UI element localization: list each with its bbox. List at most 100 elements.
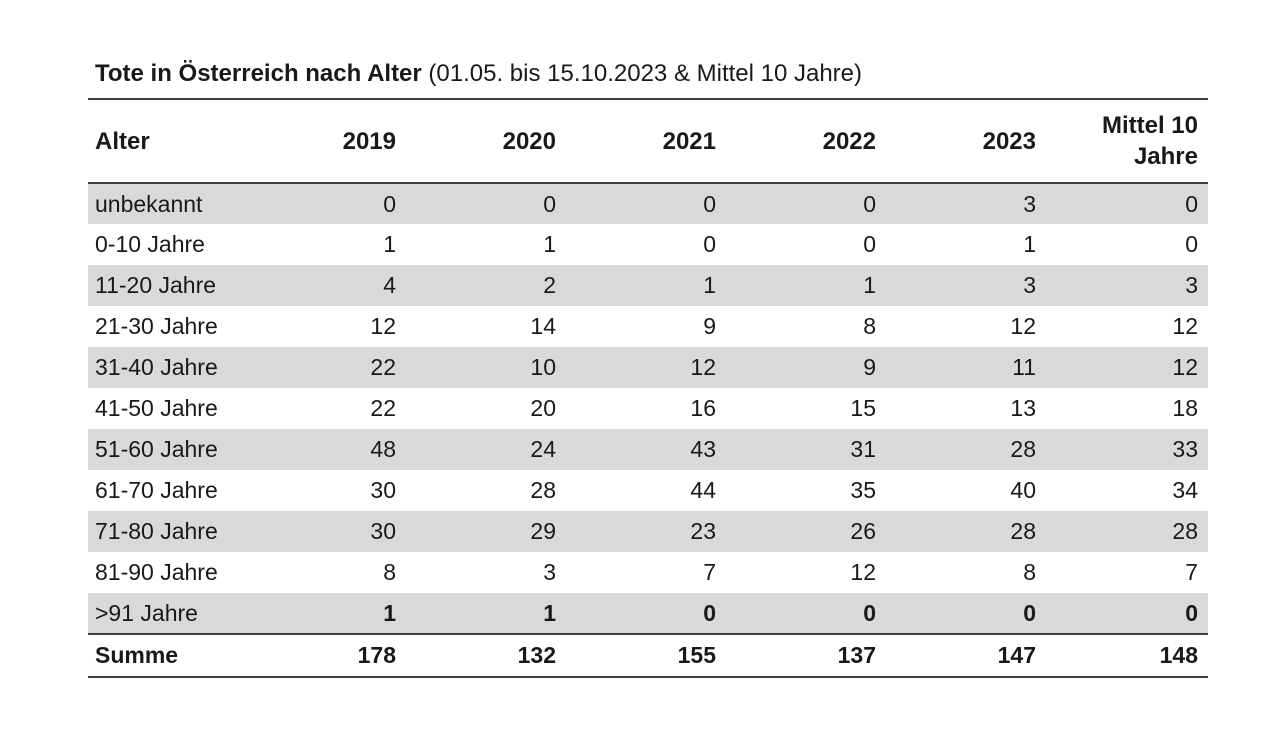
summary-value-cell: 147 <box>885 633 1045 678</box>
value-cell: 1 <box>1023 231 1036 257</box>
value-cell: 16 <box>690 395 716 421</box>
table-row: 61-70 Jahre 30 28 44 35 40 34 <box>88 470 1208 511</box>
table-row: 0-10 Jahre 1 1 0 0 1 0 <box>88 224 1208 265</box>
value-cell: 1 <box>863 272 876 298</box>
value-cell: 0 <box>1185 231 1198 257</box>
value-cell: 3 <box>1185 272 1198 298</box>
value-cell: 22 <box>370 354 396 380</box>
value-cell: 24 <box>530 436 556 462</box>
row-label: 21-30 Jahre <box>95 313 218 339</box>
value-cell: 22 <box>370 395 396 421</box>
value-cell: 3 <box>543 559 556 585</box>
column-header: 2021 <box>565 98 725 184</box>
value-cell: 10 <box>530 354 556 380</box>
value-cell: 13 <box>1010 395 1036 421</box>
row-label: 41-50 Jahre <box>95 395 218 421</box>
value-cell: 0 <box>863 599 876 626</box>
value-cell: 7 <box>1185 559 1198 585</box>
value-cell: 0 <box>703 599 716 626</box>
value-cell: 0 <box>1185 190 1198 217</box>
value-cell: 26 <box>850 518 876 544</box>
summary-value-cell: 137 <box>725 633 885 678</box>
value-cell: 0 <box>863 190 876 217</box>
column-header: Mittel 10 Jahre <box>1045 98 1208 184</box>
page-title: Tote in Österreich nach Alter (01.05. bi… <box>95 58 1208 90</box>
value-cell: 34 <box>1172 477 1198 503</box>
value-cell: 0 <box>1185 599 1198 626</box>
table-row: 21-30 Jahre 12 14 9 8 12 12 <box>88 306 1208 347</box>
value-cell: 3 <box>1023 190 1036 217</box>
value-cell: 2 <box>543 272 556 298</box>
value-cell: 48 <box>370 436 396 462</box>
value-cell: 9 <box>703 313 716 339</box>
value-cell: 0 <box>543 190 556 217</box>
value-cell: 14 <box>530 313 556 339</box>
table-row: >91 Jahre 1 1 0 0 0 0 <box>88 593 1208 634</box>
value-cell: 12 <box>370 313 396 339</box>
value-cell: 29 <box>530 518 556 544</box>
value-cell: 20 <box>530 395 556 421</box>
value-cell: 12 <box>1010 313 1036 339</box>
row-label: 11-20 Jahre <box>95 272 217 298</box>
value-cell: 12 <box>1172 354 1198 380</box>
value-cell: 8 <box>1023 559 1036 585</box>
table-row: unbekannt 0 0 0 0 3 0 <box>88 183 1208 224</box>
value-cell: 23 <box>690 518 716 544</box>
summary-row: Summe 178 132 155 137 147 148 <box>88 633 1208 678</box>
page-title-subtitle: (01.05. bis 15.10.2023 & Mittel 10 Jahre… <box>421 60 863 87</box>
value-cell: 44 <box>690 477 716 503</box>
value-cell: 7 <box>703 559 716 585</box>
value-cell: 30 <box>370 477 396 503</box>
value-cell: 4 <box>383 272 396 298</box>
summary-label: Summe <box>88 633 245 678</box>
value-cell: 3 <box>1023 272 1036 298</box>
value-cell: 9 <box>863 354 876 380</box>
value-cell: 31 <box>850 436 876 462</box>
column-header: 2022 <box>725 98 885 184</box>
value-cell: 0 <box>863 231 876 257</box>
value-cell: 1 <box>383 599 396 626</box>
value-cell: 15 <box>850 395 876 421</box>
row-label: 0-10 Jahre <box>95 231 205 257</box>
row-label: >91 Jahre <box>95 599 198 626</box>
value-cell: 28 <box>1010 436 1036 462</box>
page-title-main: Tote in Österreich nach Alter <box>95 60 422 87</box>
deaths-by-age-table: Alter 2019 2020 2021 2022 2023 Mittel 10 Jahre… <box>88 98 1208 678</box>
value-cell: 35 <box>850 477 876 503</box>
row-label: 81-90 Jahre <box>95 559 218 585</box>
value-cell: 11 <box>1012 354 1036 380</box>
value-cell: 33 <box>1172 436 1198 462</box>
row-label: 31-40 Jahre <box>95 354 218 380</box>
summary-value-cell: 155 <box>565 633 725 678</box>
table-body: unbekannt 0 0 0 0 3 0 0-10 Jahre 1 1 0 0 1 0 11-20 Jah… <box>88 183 1208 634</box>
value-cell: 0 <box>703 231 716 257</box>
table-row: 81-90 Jahre 8 3 7 12 8 7 <box>88 552 1208 593</box>
value-cell: 1 <box>543 599 556 626</box>
row-label: 71-80 Jahre <box>95 518 218 544</box>
value-cell: 28 <box>530 477 556 503</box>
value-cell: 0 <box>1023 599 1036 626</box>
value-cell: 1 <box>703 272 716 298</box>
row-label: 51-60 Jahre <box>95 436 218 462</box>
summary-value-cell: 148 <box>1045 633 1208 678</box>
column-header: 2020 <box>405 98 565 184</box>
value-cell: 1 <box>543 231 556 257</box>
value-cell: 43 <box>690 436 716 462</box>
column-header-row-label: Alter <box>88 98 245 184</box>
table-row: 51-60 Jahre 48 24 43 31 28 33 <box>88 429 1208 470</box>
value-cell: 28 <box>1172 518 1198 544</box>
row-label: unbekannt <box>95 190 203 217</box>
table-row: 71-80 Jahre 30 29 23 26 28 28 <box>88 511 1208 552</box>
value-cell: 1 <box>383 231 396 257</box>
value-cell: 12 <box>690 354 716 380</box>
table-row: 11-20 Jahre 4 2 1 1 3 3 <box>88 265 1208 306</box>
value-cell: 0 <box>383 190 396 217</box>
value-cell: 0 <box>703 190 716 217</box>
report-page: Tote in Österreich nach Alter (01.05. bi… <box>88 58 1208 678</box>
value-cell: 12 <box>1172 313 1198 339</box>
value-cell: 8 <box>383 559 396 585</box>
value-cell: 18 <box>1172 395 1198 421</box>
summary-value-cell: 178 <box>245 633 405 678</box>
column-header: 2019 <box>245 98 405 184</box>
summary-value-cell: 132 <box>405 633 565 678</box>
